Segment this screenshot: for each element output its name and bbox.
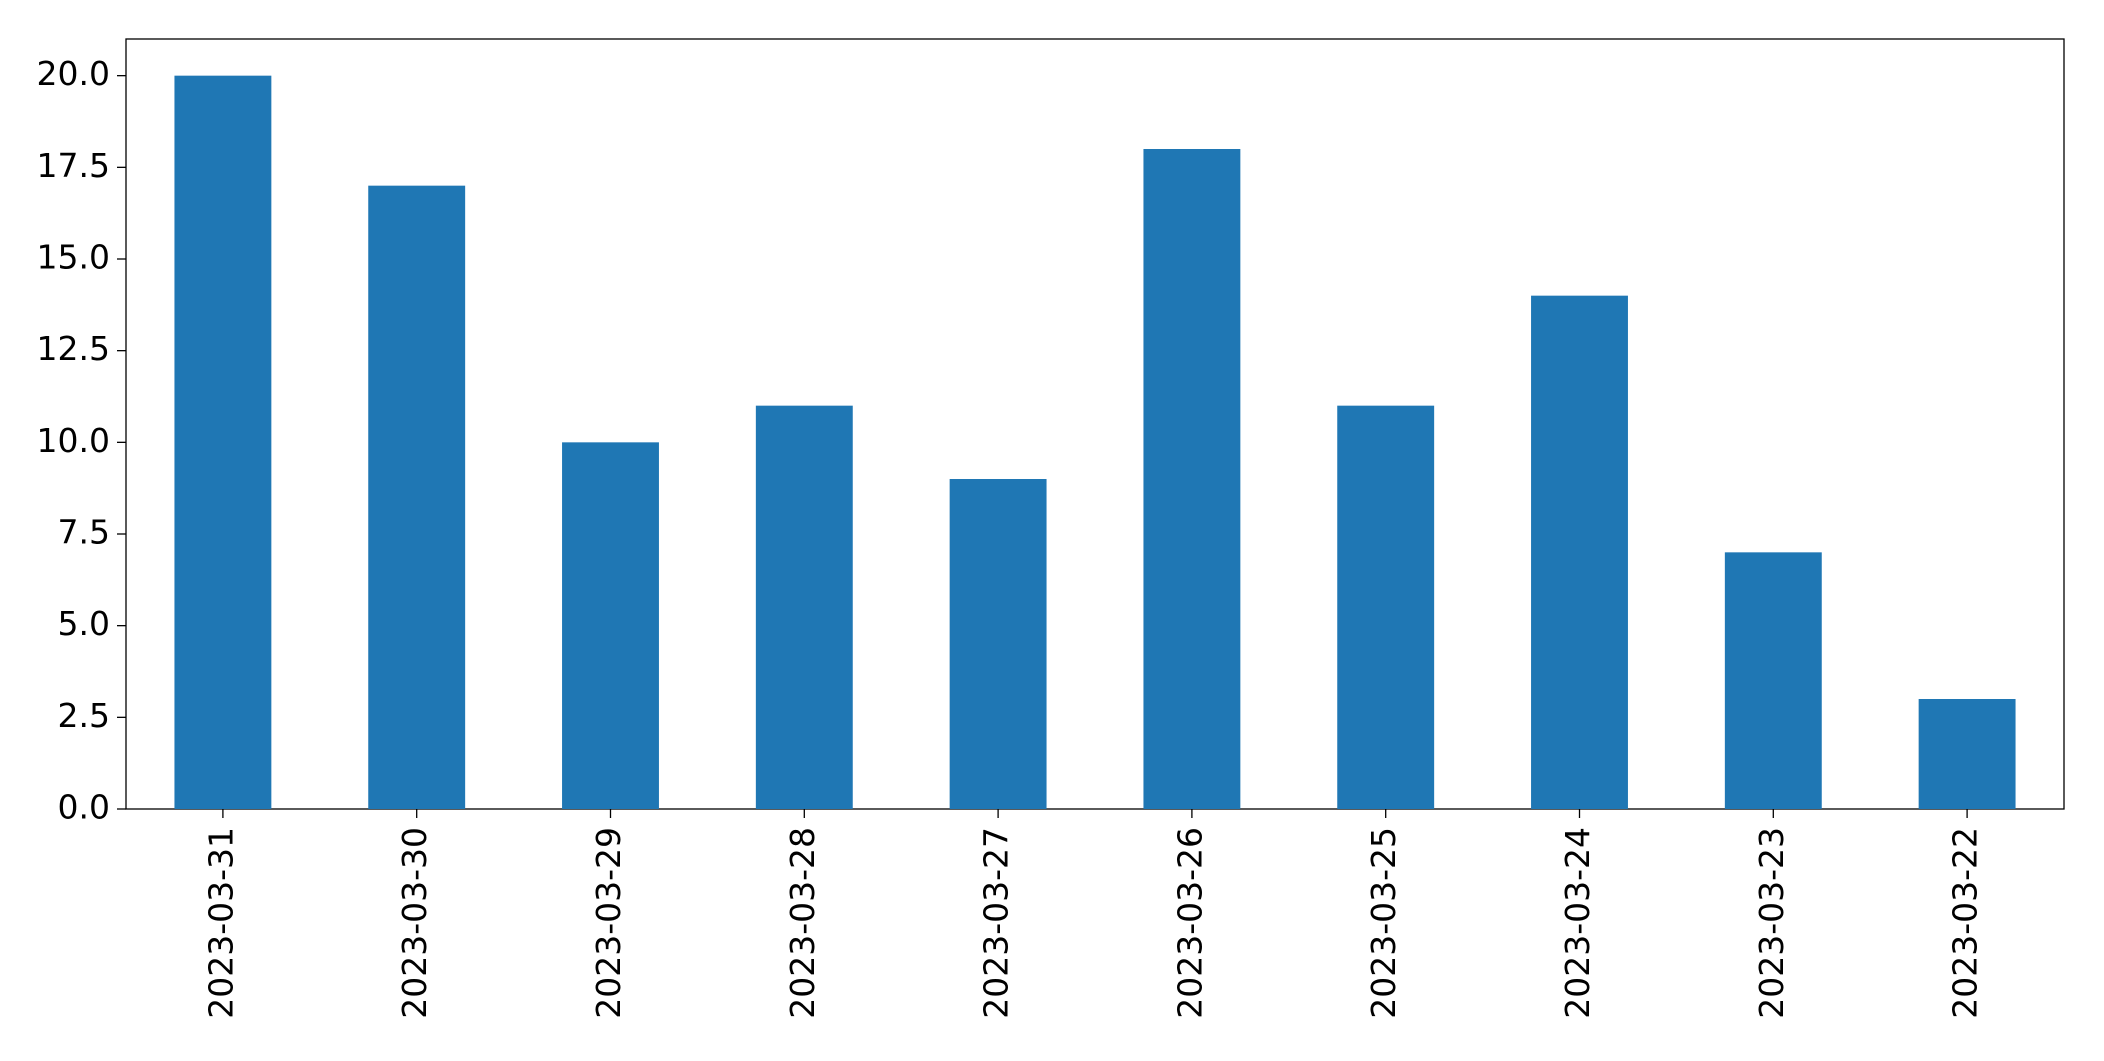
y-tick-label: 10.0 (37, 421, 110, 460)
x-tick-label: 2023-03-23 (1752, 827, 1791, 1019)
y-tick-label: 15.0 (37, 238, 110, 277)
y-tick-label: 0.0 (58, 788, 110, 827)
axes-frame (125, 38, 2065, 810)
x-tick-label: 2023-03-29 (589, 827, 628, 1019)
bar (562, 442, 659, 809)
x-tick-label: 2023-03-22 (1946, 827, 1985, 1019)
bar (755, 405, 853, 809)
y-tick-label: 5.0 (58, 604, 110, 643)
y-tick-label: 20.0 (37, 54, 110, 93)
x-tick-label: 2023-03-26 (1170, 827, 1209, 1019)
bar (1918, 699, 2016, 809)
bar (174, 75, 272, 809)
bar (368, 185, 466, 809)
y-tick-label: 17.5 (37, 146, 110, 185)
y-tick-label: 7.5 (58, 513, 110, 552)
bar (1531, 295, 1628, 810)
x-tick-label: 2023-03-24 (1558, 827, 1597, 1019)
bar (949, 479, 1047, 809)
x-tick-label: 2023-03-30 (395, 827, 434, 1019)
x-tick-label: 2023-03-28 (783, 827, 822, 1019)
bar (1724, 552, 1822, 809)
x-tick-label: 2023-03-25 (1364, 827, 1403, 1019)
y-tick-label: 2.5 (58, 696, 110, 735)
x-tick-label: 2023-03-27 (977, 827, 1016, 1019)
x-tick-label: 2023-03-31 (201, 827, 240, 1019)
bar (1337, 405, 1435, 809)
y-tick-label: 12.5 (37, 329, 110, 368)
bar (1143, 149, 1241, 809)
